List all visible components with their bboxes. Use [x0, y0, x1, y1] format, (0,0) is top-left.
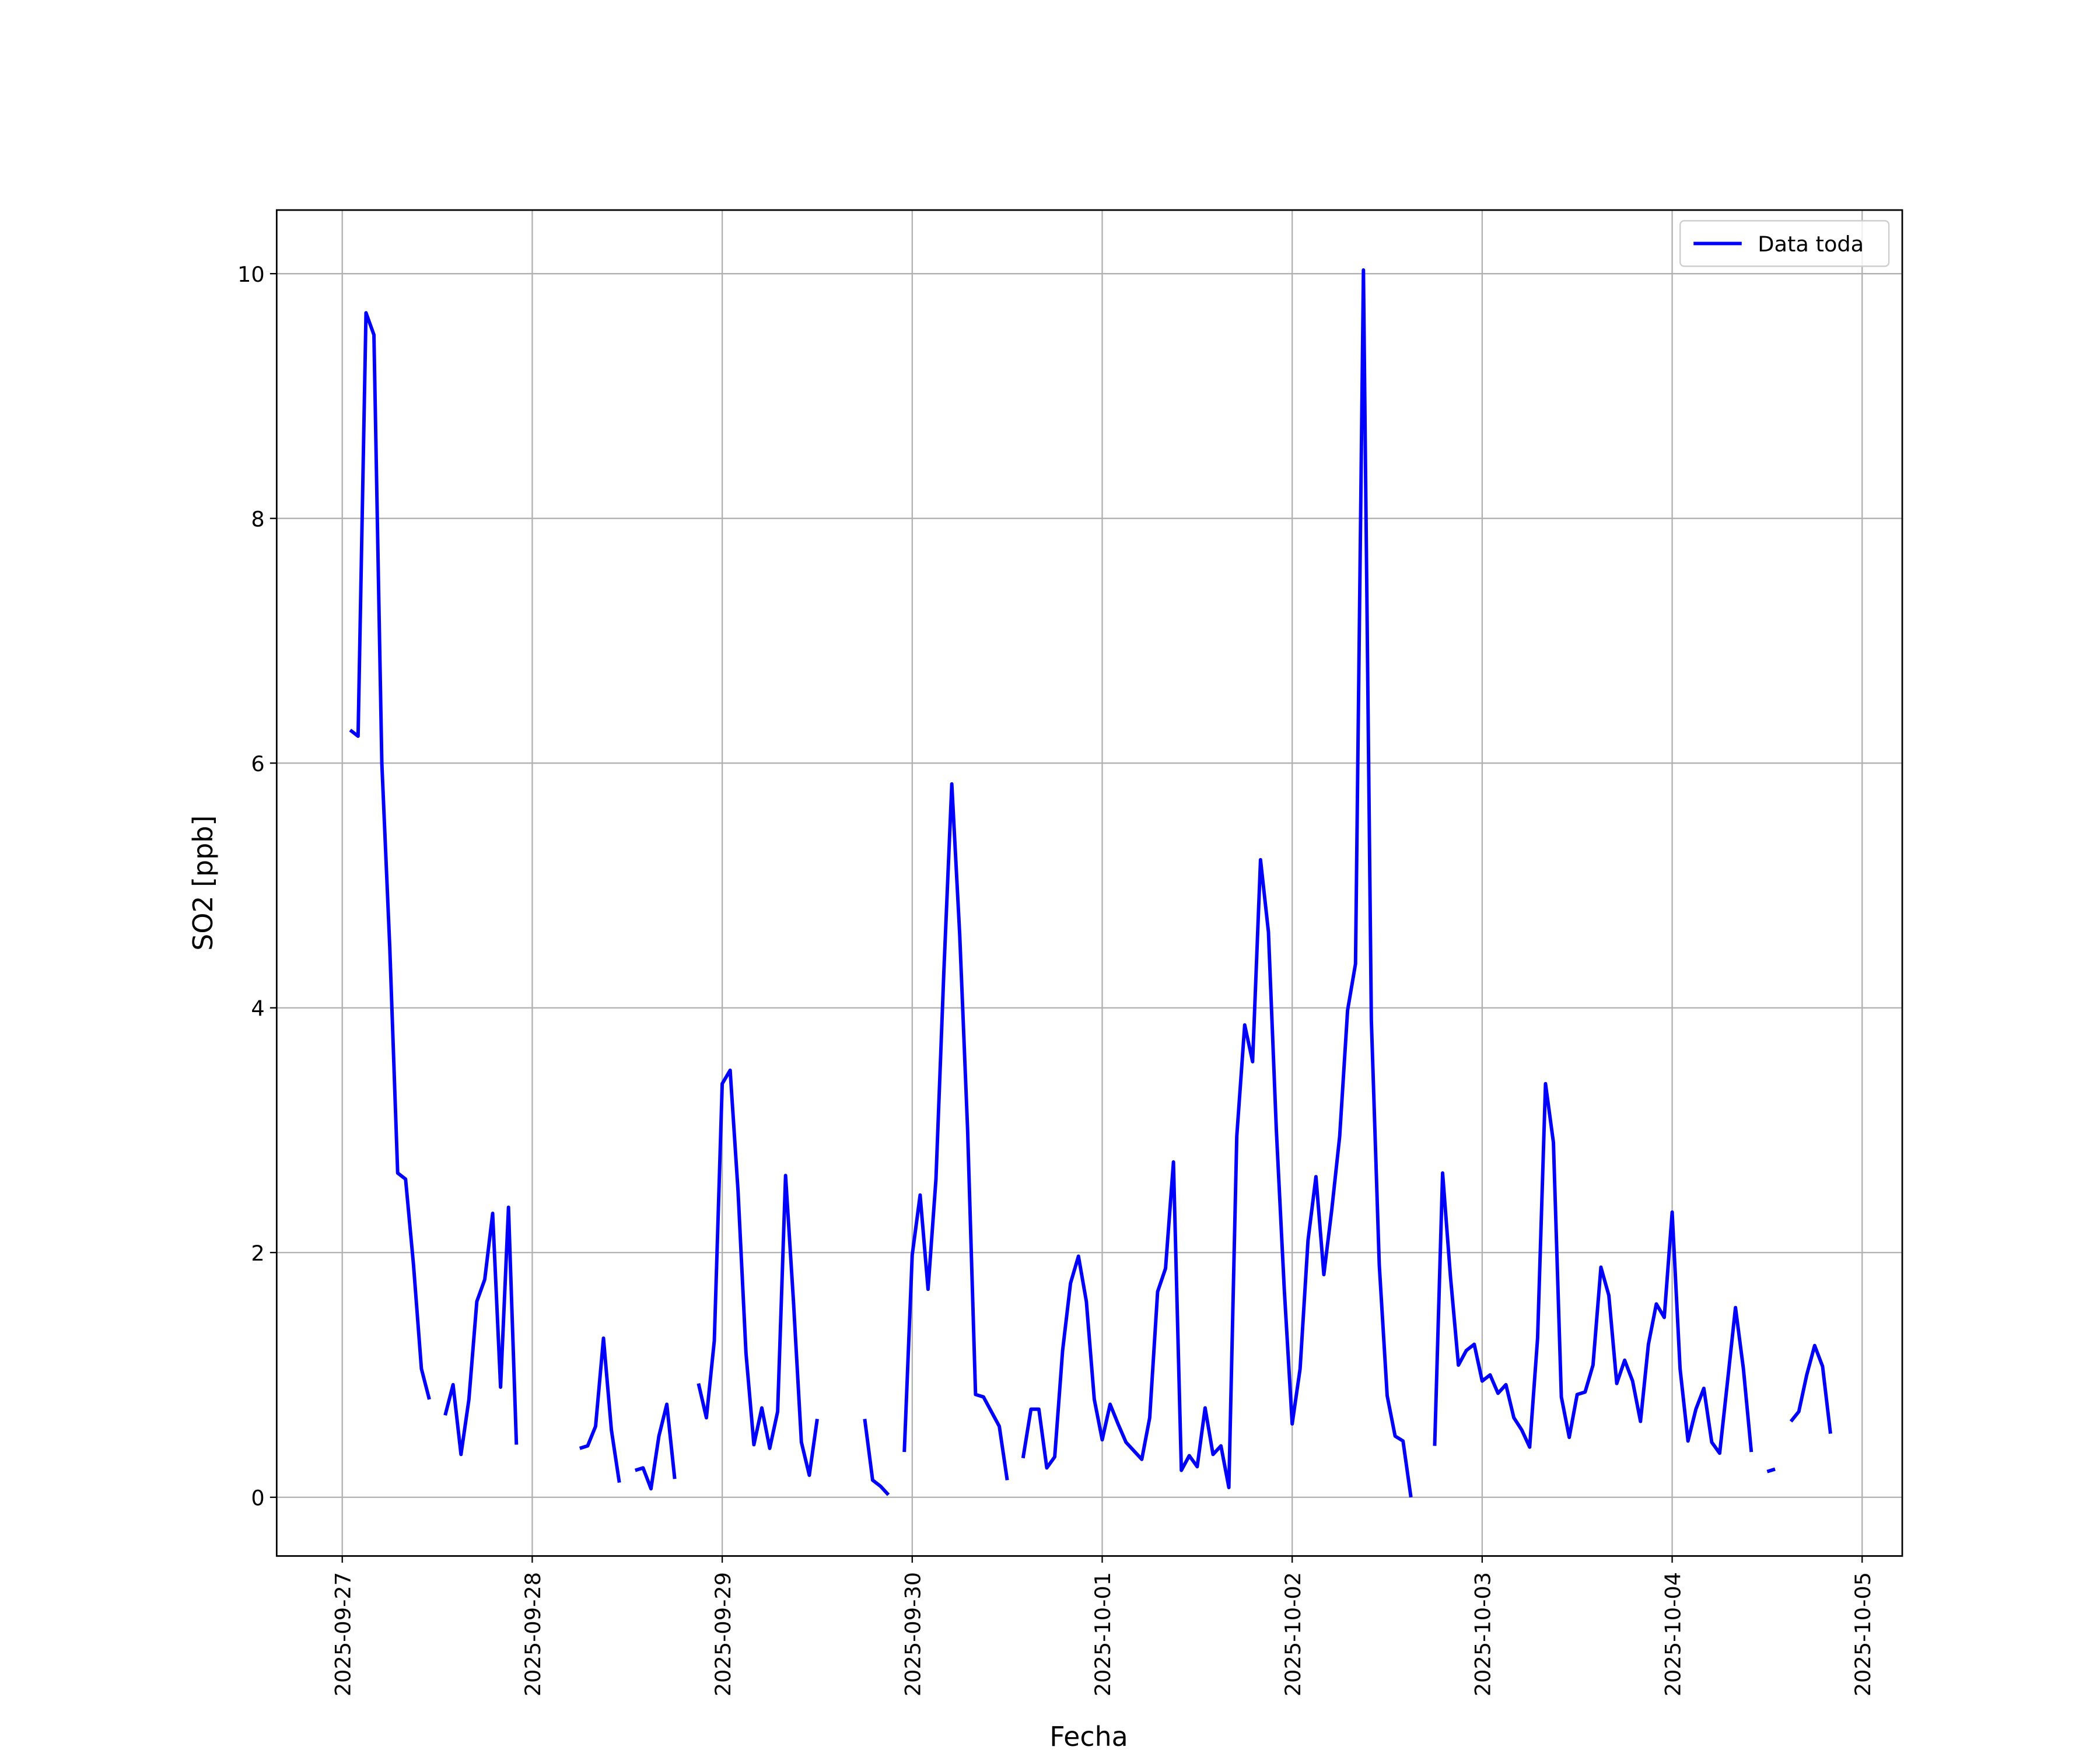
y-tick-label: 8: [251, 506, 264, 531]
legend-label: Data toda: [1758, 232, 1864, 257]
x-tick-label: 2025-10-05: [1850, 1572, 1875, 1696]
x-tick-label: 2025-09-27: [330, 1572, 355, 1696]
legend-box: [1679, 220, 1890, 267]
x-tick-label: 2025-10-02: [1280, 1572, 1306, 1696]
y-tick-label: 2: [251, 1241, 264, 1266]
y-tick-label: 6: [251, 751, 264, 776]
background: [14, 0, 2086, 1750]
plot-frame: [275, 209, 1903, 1557]
x-tick-label: 2025-09-29: [710, 1572, 736, 1696]
y-axis-label: SO2 [ppb]: [187, 816, 219, 951]
data-line: [349, 268, 1832, 1498]
x-tick-label: 2025-10-03: [1471, 1572, 1496, 1696]
x-tick-label: 2025-09-28: [520, 1572, 545, 1696]
x-tick-label: 2025-10-01: [1090, 1572, 1115, 1696]
x-tick-label: 2025-09-30: [901, 1572, 926, 1696]
y-tick-label: 0: [251, 1486, 264, 1511]
x-axis-label: Fecha: [1049, 1721, 1128, 1750]
x-tick-label: 2025-10-04: [1660, 1572, 1685, 1696]
y-tick-label: 10: [237, 262, 265, 287]
y-tick-label: 4: [251, 996, 264, 1021]
